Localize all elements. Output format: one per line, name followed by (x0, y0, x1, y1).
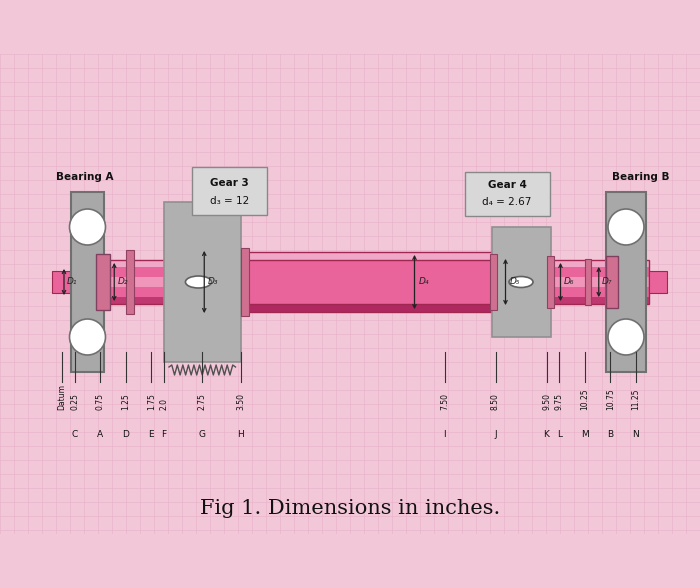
Text: A: A (97, 430, 104, 439)
Text: 7.50: 7.50 (440, 393, 449, 410)
Bar (241, 252, 496, 260)
Bar (100, 267, 648, 297)
Text: N: N (632, 430, 639, 439)
Text: B: B (607, 430, 613, 439)
Text: I: I (443, 430, 446, 439)
Text: D₃: D₃ (209, 278, 218, 286)
Bar (71, 192, 104, 372)
Bar (465, 172, 550, 216)
Bar (234, 254, 235, 310)
Text: D₄: D₄ (419, 278, 429, 286)
Bar (489, 254, 496, 310)
Text: E: E (148, 430, 154, 439)
Bar (648, 271, 666, 293)
Bar (235, 255, 237, 309)
Text: D: D (122, 430, 130, 439)
Text: Gear 3: Gear 3 (211, 178, 249, 188)
Bar (126, 250, 134, 314)
Text: 2.0: 2.0 (160, 398, 169, 410)
Text: Bearing B: Bearing B (612, 172, 669, 182)
Text: M: M (581, 430, 589, 439)
Bar (496, 253, 498, 311)
Text: 2.75: 2.75 (197, 393, 206, 410)
Text: Fig 1. Dimensions in inches.: Fig 1. Dimensions in inches. (200, 499, 500, 519)
Text: 0.75: 0.75 (96, 393, 105, 410)
Bar (164, 202, 241, 362)
Bar (500, 257, 501, 307)
Text: J: J (494, 430, 497, 439)
Text: d₃ = 12: d₃ = 12 (210, 196, 249, 206)
Bar (193, 167, 267, 215)
Bar (241, 304, 496, 312)
Bar (498, 255, 500, 309)
Text: H: H (237, 430, 244, 439)
Text: 1.25: 1.25 (121, 393, 130, 410)
Text: 3.50: 3.50 (236, 393, 245, 410)
Bar (584, 259, 591, 305)
Text: L: L (556, 430, 561, 439)
Text: 11.25: 11.25 (631, 389, 640, 410)
Text: 9.75: 9.75 (554, 393, 564, 410)
Text: 10.75: 10.75 (606, 388, 615, 410)
Text: Gear 4: Gear 4 (488, 180, 526, 190)
Bar (100, 297, 648, 304)
Text: 9.50: 9.50 (542, 393, 551, 410)
Bar (97, 254, 111, 310)
Text: D₂: D₂ (118, 278, 127, 286)
Bar (547, 256, 554, 308)
Text: K: K (544, 430, 550, 439)
Text: D₁: D₁ (67, 278, 78, 286)
Bar (606, 256, 618, 308)
Bar (501, 258, 503, 306)
Text: D₆: D₆ (564, 278, 574, 286)
Text: Bearing A: Bearing A (57, 172, 114, 182)
Text: F: F (162, 430, 167, 439)
Circle shape (69, 319, 106, 355)
Circle shape (69, 209, 106, 245)
Text: 0.25: 0.25 (70, 393, 79, 410)
Text: 8.50: 8.50 (491, 393, 500, 410)
Ellipse shape (509, 276, 533, 288)
Text: D₅: D₅ (510, 278, 520, 286)
Bar (52, 271, 75, 293)
Bar (239, 259, 241, 305)
Bar (237, 257, 239, 307)
Bar (606, 192, 645, 372)
Circle shape (608, 209, 644, 245)
Ellipse shape (186, 276, 211, 288)
Text: 10.25: 10.25 (580, 389, 589, 410)
Bar (100, 277, 648, 287)
Circle shape (608, 319, 644, 355)
Bar (241, 252, 496, 312)
Text: G: G (199, 430, 206, 439)
Text: 1.75: 1.75 (147, 393, 155, 410)
Bar (241, 252, 496, 312)
Text: Datum: Datum (57, 384, 66, 410)
Text: D₇: D₇ (602, 278, 612, 286)
Bar (100, 260, 648, 304)
Text: C: C (71, 430, 78, 439)
Bar (491, 227, 550, 337)
Bar (100, 260, 648, 267)
Bar (241, 248, 248, 316)
Bar (232, 252, 234, 312)
Text: d₄ = 2.67: d₄ = 2.67 (482, 197, 532, 207)
